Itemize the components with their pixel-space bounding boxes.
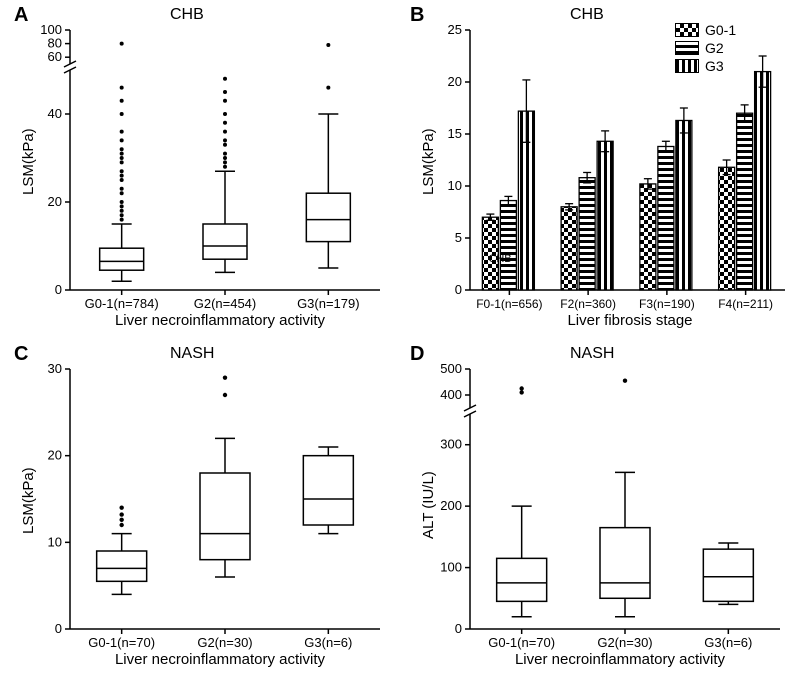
svg-text:G3(n=179): G3(n=179): [297, 296, 360, 311]
panel-a-plot: 0 20 40 6080100 G0-1(n=784) G2(n=454) G3(n=179…: [0, 0, 400, 339]
svg-text:G2(n=30): G2(n=30): [597, 635, 652, 650]
figure-root: A CHB LSM(kPa) Liver necroinflammatory a…: [0, 0, 800, 678]
svg-text:60: 60: [48, 49, 62, 64]
panel-c: C NASH LSM(kPa) Liver necroinflammatory …: [0, 339, 400, 678]
svg-text:0: 0: [55, 282, 62, 297]
svg-text:30: 30: [48, 361, 62, 376]
svg-text:10: 10: [448, 178, 462, 193]
panel-d-plot: 0 100 200 300 400 500 G0-1(n=70) G2(n=30) G3(n=6…: [400, 339, 800, 678]
svg-text:300: 300: [440, 437, 462, 452]
svg-text:10: 10: [48, 534, 62, 549]
svg-text:G0-1(n=70): G0-1(n=70): [488, 635, 555, 650]
panel-c-plot: 0 10 20 30 G0-1(n=70) G2(n=30) G3(n=6): [0, 339, 400, 678]
svg-text:0: 0: [455, 282, 462, 297]
svg-text:0: 0: [455, 621, 462, 636]
svg-text:0: 0: [55, 621, 62, 636]
panel-d: D NASH ALT (IU/L) Liver necroinflammator…: [400, 339, 800, 678]
svg-text:100: 100: [440, 560, 462, 575]
svg-text:20: 20: [48, 194, 62, 209]
svg-text:F4(n=211): F4(n=211): [718, 297, 773, 311]
svg-text:15: 15: [448, 126, 462, 141]
svg-text:G3(n=6): G3(n=6): [304, 635, 352, 650]
svg-text:G2(n=30): G2(n=30): [197, 635, 252, 650]
svg-text:400: 400: [440, 387, 462, 402]
svg-text:F2(n=360): F2(n=360): [560, 297, 616, 311]
svg-text:G2(n=454): G2(n=454): [194, 296, 257, 311]
svg-text:5: 5: [455, 230, 462, 245]
svg-text:20: 20: [448, 74, 462, 89]
svg-text:40: 40: [48, 106, 62, 121]
svg-text:20: 20: [48, 448, 62, 463]
panel-b-plot: 0 5 10 15 20 25 F0-1(n=656) F2(n=360) F3(n=190) F…: [400, 0, 800, 339]
svg-text:CHB: CHB: [488, 253, 511, 265]
svg-text:80: 80: [48, 36, 62, 51]
svg-text:100: 100: [40, 22, 62, 37]
svg-text:F3(n=190): F3(n=190): [639, 297, 695, 311]
svg-text:G0-1(n=70): G0-1(n=70): [88, 635, 155, 650]
panel-a: A CHB LSM(kPa) Liver necroinflammatory a…: [0, 0, 400, 339]
svg-text:25: 25: [448, 22, 462, 37]
svg-text:200: 200: [440, 498, 462, 513]
svg-text:F0-1(n=656): F0-1(n=656): [476, 297, 542, 311]
svg-text:G3(n=6): G3(n=6): [704, 635, 752, 650]
svg-text:G0-1(n=784): G0-1(n=784): [85, 296, 159, 311]
svg-text:500: 500: [440, 361, 462, 376]
panel-b: B CHB LSM(kPa) Liver fibrosis stage G0-1…: [400, 0, 800, 339]
